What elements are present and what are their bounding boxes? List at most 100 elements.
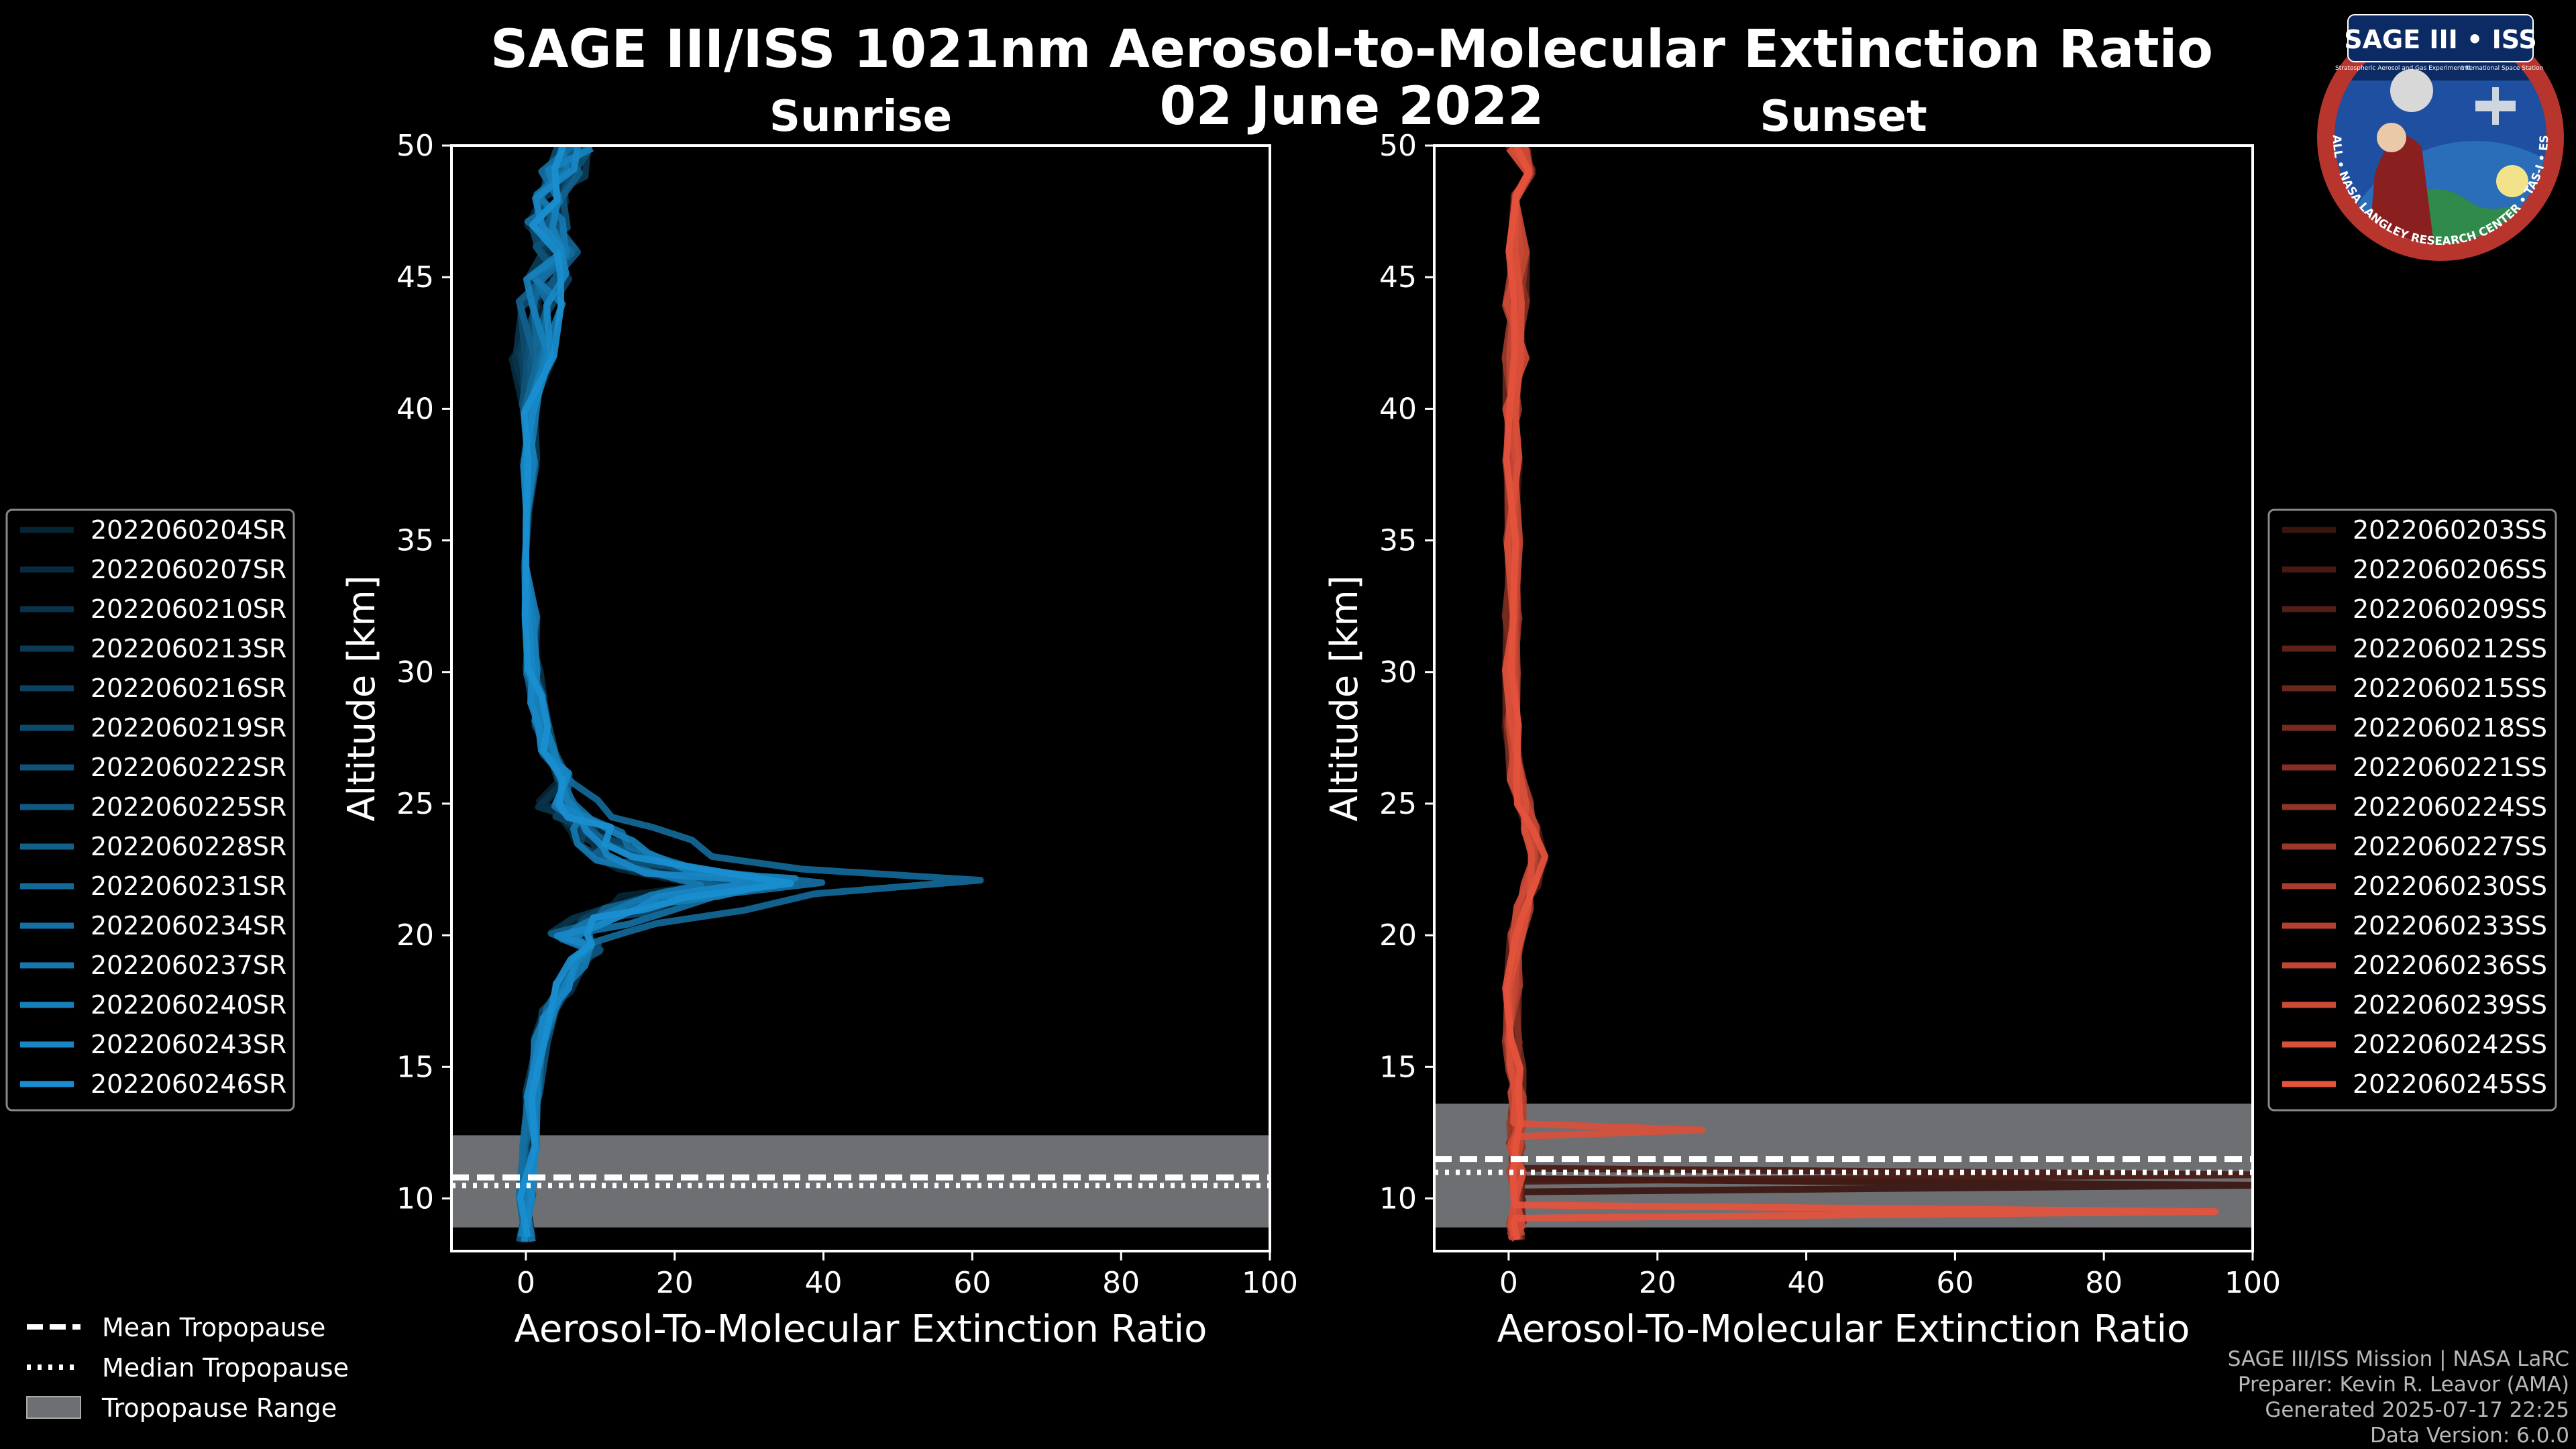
median-tropopause-label: Median Tropopause [102,1353,349,1383]
sunrise-legend-label: 2022060216SR [91,674,286,703]
sunrise-series-2022060237SR [522,149,704,1242]
sunset-y-tick-label: 40 [1379,392,1417,426]
sunset-x-tick-label: 40 [1788,1266,1825,1300]
sunrise-legend-label: 2022060240SR [91,990,286,1020]
sunset-y-axis-label: Altitude [km] [1323,575,1366,821]
sunset-x-tick-label: 0 [1499,1266,1518,1300]
figure-date: 02 June 2022 [1160,76,1544,137]
sunset-y-tick-label: 10 [1379,1182,1417,1216]
sunrise-series-2022060246SR [517,146,794,1238]
mean-tropopause-label: Mean Tropopause [102,1313,325,1342]
sunrise-x-axis-label: Aerosol-To-Molecular Extinction Ratio [515,1307,1208,1351]
sunset-legend-label: 2022060212SS [2353,634,2547,663]
sunrise-series-2022060213SR [515,146,759,1243]
sunrise-legend-label: 2022060228SR [91,832,286,861]
sunset-legend-label: 2022060227SS [2353,832,2547,861]
sunrise-series-2022060243SR [520,146,767,1242]
sunset-x-tick-label: 100 [2224,1266,2281,1300]
sunrise-legend-label: 2022060225SR [91,792,286,822]
sunrise-y-tick-label: 25 [396,787,434,821]
sunrise-legend-label: 2022060231SR [91,871,286,901]
sunset-series-2022060242SS [1502,146,1706,1237]
sunset-x-tick-label: 80 [2085,1266,2123,1300]
sunrise-legend-label: 2022060219SR [91,713,286,743]
sun-icon [2496,165,2528,197]
sunset-series-2022060203SS [1503,146,2253,1240]
sunrise-legend: 2022060204SR 2022060207SR 2022060210SR 2022… [5,508,295,1112]
sunrise-series-2022060234SR [519,146,826,1238]
sunset-series-2022060245SS [1502,146,2219,1240]
sunset-legend: 2022060203SS 2022060206SS 2022060209SS 2022… [2267,508,2557,1112]
badge-title: SAGE III • ISS [2344,25,2537,54]
sunrise-y-tick-label: 15 [396,1050,434,1084]
sunrise-series-2022060231SR [515,146,984,1242]
sunrise-legend-label: 2022060222SR [91,753,286,782]
sunset-x-tick-label: 60 [1936,1266,1974,1300]
sunrise-tropopause-range-band [451,1135,1270,1228]
sunset-panel: 0 20 40 60 80 100 10 15 20 25 30 35 40 45 50 Aerosol-T… [1323,129,2281,1351]
sunrise-plot-frame [450,144,1271,1252]
sunset-legend-label: 2022060221SS [2353,753,2547,782]
sunrise-x-tick-label: 60 [953,1266,991,1300]
tropopause-range-label: Tropopause Range [101,1393,337,1423]
sunset-y-tick-label: 15 [1379,1050,1417,1084]
credit-mission: SAGE III/ISS Mission | NASA LaRC [2228,1347,2569,1371]
sunset-legend-label: 2022060233SS [2353,911,2547,941]
sunset-legend-label: 2022060224SS [2353,792,2547,822]
sunrise-legend-label: 2022060234SR [91,911,286,941]
sunset-legend-label: 2022060206SS [2353,555,2547,584]
sunrise-y-tick-label: 40 [396,392,434,426]
sunset-y-tick-label: 30 [1379,655,1417,690]
sunrise-legend-label: 2022060237SR [91,951,286,980]
tropopause-range-swatch [26,1396,81,1419]
sunset-x-tick-label: 20 [1639,1266,1676,1300]
sunrise-y-axis-label: Altitude [km] [340,575,384,821]
badge-desc-left: Stratospheric Aerosol and Gas Experiment… [2335,65,2471,72]
sunrise-y-tick-label: 35 [396,524,434,558]
moon-icon [2390,69,2433,112]
sunrise-y-tick-label: 30 [396,655,434,690]
sunrise-legend-label: 2022060246SR [91,1069,286,1099]
sunset-x-axis-label: Aerosol-To-Molecular Extinction Ratio [1497,1307,2190,1351]
tropopause-legend: Mean Tropopause Median Tropopause Tropop… [26,1313,349,1423]
sunrise-panel: 0 20 40 60 80 100 10 15 20 25 30 35 40 45 50 Aerosol-T… [340,129,1298,1351]
sunset-y-tick-label: 20 [1379,918,1417,953]
credit-data-version: Data Version: 6.0.0 [2370,1424,2569,1448]
sunset-legend-label: 2022060239SS [2353,990,2547,1020]
badge-desc-right: International Space Station [2461,65,2544,72]
sunrise-legend-label: 2022060243SR [91,1030,286,1059]
credit-generated: Generated 2025-07-17 22:25 [2265,1398,2569,1422]
sunset-legend-label: 2022060230SS [2353,871,2547,901]
sunset-legend-label: 2022060236SS [2353,951,2547,980]
sunrise-series-2022060216SR [518,146,727,1238]
sunset-legend-label: 2022060209SS [2353,594,2547,624]
sunrise-x-tick-label: 40 [805,1266,843,1300]
sunrise-x-tick-label: 0 [517,1266,535,1300]
credit-preparer: Preparer: Kevin R. Leavor (AMA) [2238,1373,2569,1397]
sunrise-y-tick-label: 50 [396,129,434,163]
sunset-legend-label: 2022060203SS [2353,515,2547,545]
sunrise-x-tick-label: 20 [656,1266,694,1300]
sunrise-legend-box [5,508,295,1112]
sunset-y-tick-label: 25 [1379,787,1417,821]
sunrise-x-tick-label: 80 [1102,1266,1140,1300]
sunset-legend-label: 2022060215SS [2353,674,2547,703]
sunrise-y-tick-label: 45 [396,260,434,294]
sunset-series-2022060206SS [1501,146,2253,1237]
sunrise-legend-label: 2022060213SR [91,634,286,663]
sunrise-y-tick-label: 10 [396,1182,434,1216]
sunset-y-tick-label: 50 [1379,129,1417,163]
sunset-y-tick-label: 35 [1379,524,1417,558]
sunset-legend-label: 2022060245SS [2353,1069,2547,1099]
figure-title: SAGE III/ISS 1021nm Aerosol-to-Molecular… [490,19,2213,80]
sunrise-series-2022060222SR [519,147,745,1238]
sunset-y-tick-label: 45 [1379,260,1417,294]
sunrise-legend-label: 2022060210SR [91,594,286,624]
sunrise-y-tick-label: 20 [396,918,434,953]
sunrise-legend-label: 2022060207SR [91,555,286,584]
astronomer-figure-icon [2368,136,2435,244]
credits: SAGE III/ISS Mission | NASA LaRC Prepare… [2228,1347,2569,1448]
sunset-plot-frame [1433,144,2254,1252]
sunset-panel-title: Sunset [1760,92,1927,142]
